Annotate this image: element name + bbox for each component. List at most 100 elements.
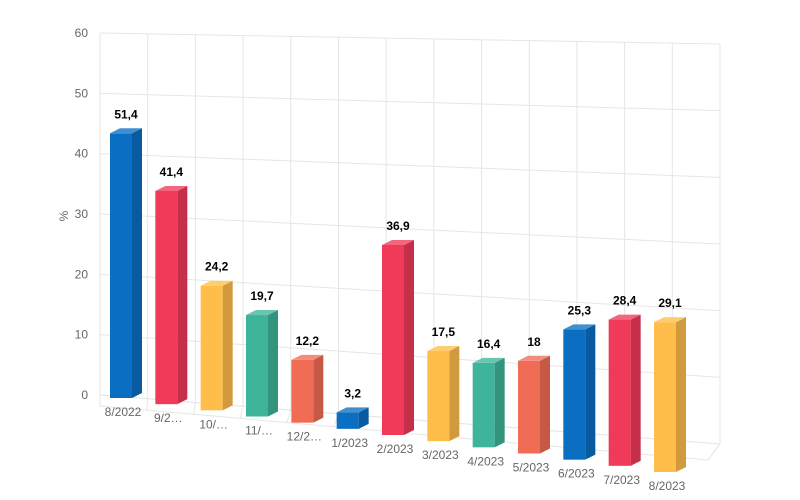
bar-side [585,324,596,460]
data-label: 16,4 [477,337,501,351]
gridline-h [99,32,721,45]
x-tick-label: 11/… [245,424,273,438]
data-label: 17,5 [432,325,456,339]
data-label: 12,2 [296,334,320,348]
data-label: 18 [527,335,541,349]
bar-side [630,314,641,466]
bar-side [358,407,369,429]
bar-top [427,346,460,352]
bar [518,355,550,454]
y-axis-ticks: 0 10 20 30 40 50 60 [75,26,89,402]
bar-front [155,190,178,405]
bar [654,317,686,472]
bar-front [291,359,314,423]
bar-top [472,357,505,363]
data-labels: 51,4 41,4 24,2 19,7 12,2 3,2 36,9 17,5 16,4 18 25,… [114,107,682,400]
x-tick-label: 8/2022 [105,405,142,419]
y-tick-label: 30 [75,207,89,221]
y-tick-label: 0 [81,388,88,402]
bar [472,357,505,448]
bar [291,354,324,423]
gridline-h [99,153,721,178]
floor-line [239,406,244,419]
bar-side [449,346,460,442]
bar-side [268,310,278,417]
data-label: 36,9 [386,219,410,233]
x-tick-label: 7/2023 [603,473,640,487]
data-label: 19,7 [250,289,274,303]
bar-side [132,128,142,399]
bar-side [404,239,414,435]
x-tick-label: 9/2… [154,411,183,425]
bar-top [110,128,142,134]
bar-top [563,324,596,330]
bar-top [518,355,550,361]
data-label: 24,2 [205,260,229,274]
gridline-h [99,92,721,112]
data-label: 29,1 [658,296,682,310]
bar-top [608,314,641,320]
bar-front [336,412,359,429]
bar-front [246,315,268,417]
bar-side [222,280,233,411]
x-tick-label: 12/2… [287,430,322,444]
x-tick-label: 10/… [199,417,228,431]
bar-front [654,322,676,472]
bars [110,128,686,472]
bar-side [177,185,188,405]
x-tick-label: 6/2023 [558,467,595,481]
y-tick-label: 50 [75,86,89,100]
floor-line [146,398,149,411]
bar-side [313,354,324,423]
floor-line [286,409,292,423]
x-tick-label: 5/2023 [513,461,550,475]
data-label: 41,4 [160,165,184,179]
x-tick-label: 8/2023 [649,479,686,493]
gridline-h [99,213,721,245]
bar-front [608,319,631,466]
bar-top [382,239,414,245]
bar-front [518,360,540,454]
x-tick-label: 3/2023 [422,448,459,462]
bar [382,239,414,435]
y-tick-label: 10 [75,328,89,342]
bar [110,128,142,399]
bar-side [540,355,550,454]
bar-top [246,310,278,316]
bar-top [654,317,686,323]
y-axis-label: % [57,210,71,221]
bar [608,314,641,466]
bar [563,324,596,460]
bar [427,346,460,442]
data-label: 51,4 [114,107,138,121]
data-label: 28,4 [613,294,637,308]
bar-side [676,317,686,472]
bar-top [155,185,188,191]
bar-front [427,351,450,442]
bar [246,310,278,417]
bar-side [494,357,505,448]
data-label: 3,2 [344,386,361,400]
x-tick-label: 2/2023 [377,442,414,456]
bar-front [200,285,223,411]
y-tick-label: 20 [75,267,89,281]
bar-front [563,329,586,460]
x-tick-label: 4/2023 [467,454,504,468]
x-tick-label: 1/2023 [331,436,368,450]
bar-front [110,133,132,399]
data-label: 25,3 [568,303,592,317]
bar [200,280,233,411]
bar-front [472,362,495,448]
bar-front [382,244,404,435]
bar-top [336,407,369,413]
bar-top [200,280,233,286]
bar [336,407,369,429]
x-axis-labels: 8/2022 9/2… 10/… 11/… 12/2… 1/2023 2/2023 3/202… [105,405,686,493]
floor-line [193,402,196,415]
y-tick-label: 40 [75,147,89,161]
y-tick-label: 60 [75,26,89,40]
floor-outline [99,394,721,461]
bar-top [291,354,324,360]
bar [155,185,188,405]
